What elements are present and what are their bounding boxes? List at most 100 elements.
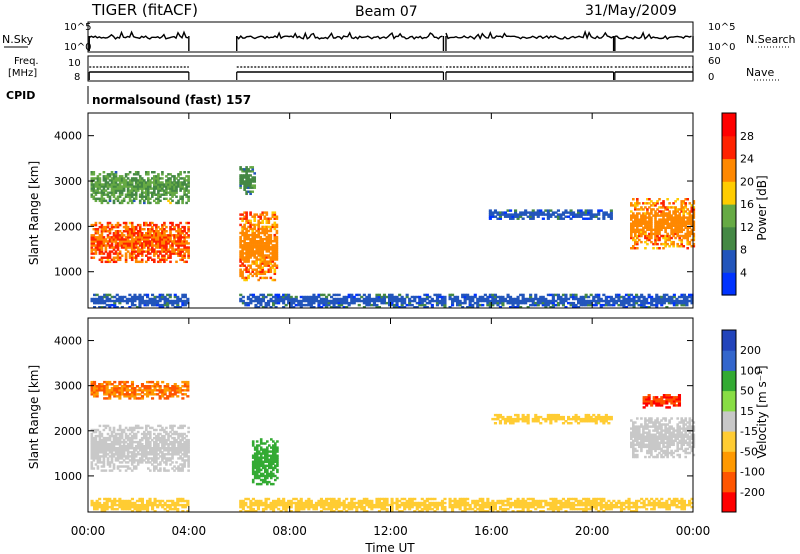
colorbar-tick-label: 8 xyxy=(740,244,747,257)
echo-cell xyxy=(106,191,110,194)
echo-cell xyxy=(126,434,130,438)
echo-cell xyxy=(176,391,180,394)
echo-cell xyxy=(120,238,124,241)
echo-cell xyxy=(118,436,122,440)
echo-cell xyxy=(536,417,540,421)
echo-cell xyxy=(103,299,107,303)
echo-cell xyxy=(672,295,676,299)
echo-cell xyxy=(100,385,104,388)
echo-cell xyxy=(263,248,267,251)
echo-cell xyxy=(153,223,156,227)
echo-cell xyxy=(126,232,130,235)
echo-cell xyxy=(325,303,329,307)
echo-cell xyxy=(309,297,313,301)
echo-cell xyxy=(108,230,112,233)
echo-cell xyxy=(143,234,146,237)
echo-cell xyxy=(317,293,321,297)
echo-cell xyxy=(567,422,571,425)
echo-cell xyxy=(105,397,109,400)
echo-cell xyxy=(656,234,659,238)
echo-cell xyxy=(130,240,134,243)
echo-cell xyxy=(151,171,154,174)
echo-cell xyxy=(143,244,146,247)
echo-cell xyxy=(549,209,553,212)
echo-cell xyxy=(509,217,513,220)
echo-cell xyxy=(584,417,588,421)
echo-cell xyxy=(599,297,603,301)
echo-cell xyxy=(332,299,336,303)
echo-cell xyxy=(456,299,460,303)
echo-cell xyxy=(181,463,184,466)
echo-cell xyxy=(506,420,510,423)
echo-cell xyxy=(561,217,566,220)
echo-cell xyxy=(511,422,515,425)
echo-cell xyxy=(98,434,102,438)
echo-cell xyxy=(592,213,596,216)
echo-cell xyxy=(259,454,263,457)
echo-cell xyxy=(658,214,661,217)
echo-cell xyxy=(589,213,593,216)
echo-cell xyxy=(549,306,553,309)
echo-cell xyxy=(340,301,344,305)
echo-cell xyxy=(267,303,271,307)
echo-cell xyxy=(640,439,643,443)
echo-cell xyxy=(312,293,316,297)
echo-cell xyxy=(179,248,182,251)
echo-cell xyxy=(92,240,96,243)
echo-cell xyxy=(388,303,392,307)
echo-cell xyxy=(118,193,122,196)
echo-cell xyxy=(634,447,637,451)
echo-cell xyxy=(640,208,643,211)
echo-cell xyxy=(634,206,637,209)
echo-cell xyxy=(246,301,250,305)
echo-cell xyxy=(654,202,657,205)
echo-cell xyxy=(157,236,160,239)
echo-cell xyxy=(165,242,168,245)
echo-cell xyxy=(245,192,248,196)
echo-cell xyxy=(572,297,576,301)
echo-cell xyxy=(259,235,263,239)
echo-cell xyxy=(684,236,688,240)
echo-cell xyxy=(177,451,180,454)
echo-cell xyxy=(602,215,606,218)
echo-cell xyxy=(100,434,104,438)
echo-cell xyxy=(98,299,102,303)
echo-cell xyxy=(163,238,166,241)
echo-cell xyxy=(179,254,182,257)
echo-cell xyxy=(114,230,118,233)
echo-cell xyxy=(272,474,275,478)
echo-cell xyxy=(644,435,647,438)
echo-cell xyxy=(654,240,657,244)
echo-cell xyxy=(247,176,250,179)
echo-cell xyxy=(646,228,649,232)
echo-cell xyxy=(247,260,250,263)
echo-cell xyxy=(138,449,142,452)
echo-cell xyxy=(108,236,112,239)
echo-cell xyxy=(488,295,492,299)
echo-cell xyxy=(96,459,100,462)
echo-cell xyxy=(658,238,661,242)
echo-cell xyxy=(140,260,144,264)
echo-cell xyxy=(577,415,581,419)
echo-cell xyxy=(395,295,399,299)
echo-cell xyxy=(650,230,653,234)
echo-cell xyxy=(118,461,122,464)
echo-cell xyxy=(632,453,635,457)
echo-cell xyxy=(602,299,606,303)
echo-cell xyxy=(157,183,160,186)
echo-cell xyxy=(251,178,255,181)
echo-cell xyxy=(549,420,553,423)
echo-cell xyxy=(173,299,177,303)
echo-cell xyxy=(498,420,503,423)
echo-cell xyxy=(594,422,598,425)
echo-cell xyxy=(636,455,639,459)
echo-cell xyxy=(672,218,675,221)
echo-cell xyxy=(92,248,96,251)
echo-cell xyxy=(132,242,136,245)
echo-cell xyxy=(178,306,182,309)
echo-cell xyxy=(636,214,639,217)
echo-cell xyxy=(670,417,673,420)
echo-cell xyxy=(267,240,271,243)
echo-cell xyxy=(96,453,100,456)
echo-cell xyxy=(104,179,108,182)
